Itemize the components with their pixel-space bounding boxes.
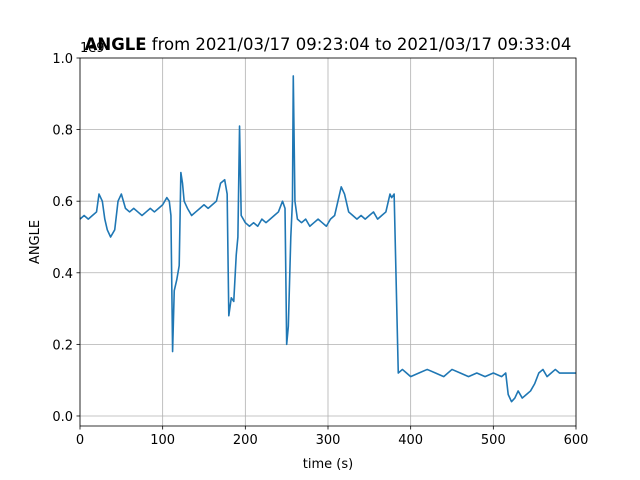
x-tick-label: 0 [76,433,84,448]
chart-title: ANGLE from 2021/03/17 09:23:04 to 2021/0… [85,35,572,54]
y-tick-label: 0.8 [52,124,73,139]
title-range: from 2021/03/17 09:23:04 to 2021/03/17 0… [152,35,572,54]
y-axis-label: ANGLE [28,220,43,264]
x-tick-label: 600 [564,433,589,448]
title-name: ANGLE [85,35,147,54]
x-tick-label: 100 [150,433,175,448]
x-tick-label: 200 [233,433,258,448]
y-tick-label: 0.2 [52,338,73,353]
y-tick-label: 1.0 [52,52,73,67]
y-tick-label: 0.0 [52,410,73,425]
x-tick-label: 400 [398,433,423,448]
x-axis-label: time (s) [303,457,353,472]
data-line [79,75,576,403]
y-tick-label: 0.4 [52,267,73,282]
y-tick-label: 0.6 [52,195,73,210]
x-tick-label: 500 [481,433,506,448]
x-tick-label: 300 [316,433,341,448]
plot-frame [79,57,577,427]
offset-label: 1e9 [80,41,105,56]
